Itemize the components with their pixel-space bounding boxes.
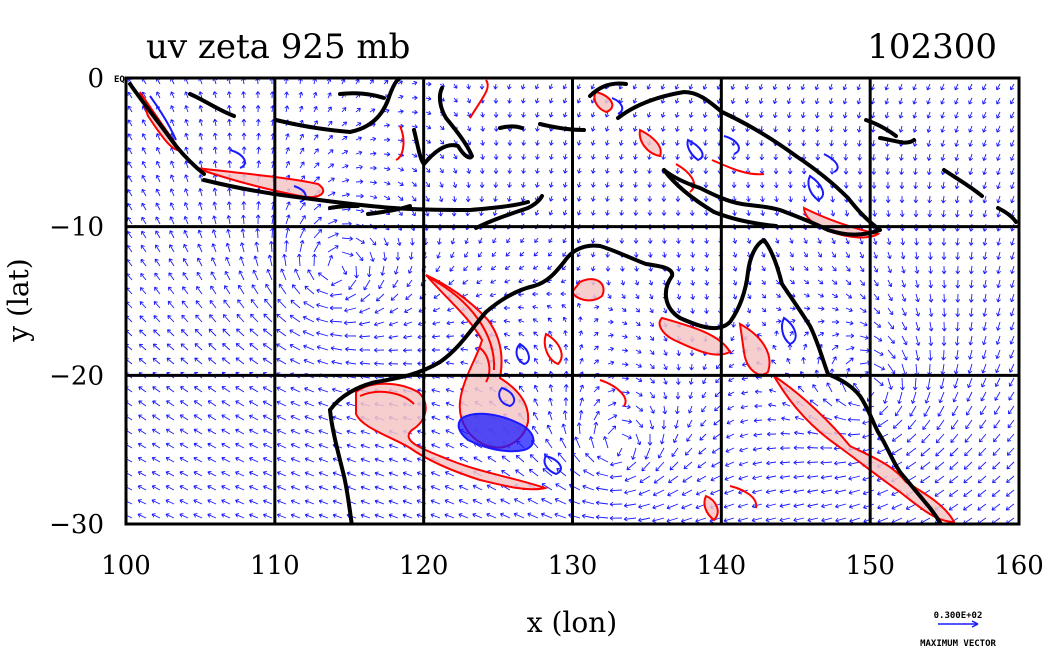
reference-vector-value: 0.300E+02 (934, 611, 983, 621)
reference-vector-caption: MAXIMUM VECTOR (920, 639, 996, 649)
x-tick-label: 160 (994, 551, 1044, 581)
coast-flores (366, 204, 412, 216)
coast-seram (538, 122, 586, 132)
x-tick-label: 130 (548, 551, 598, 581)
coast-java (202, 178, 530, 212)
x-tick-label: 140 (697, 551, 747, 581)
positive-contour-halmahera (593, 90, 614, 114)
coast-buru (498, 124, 524, 130)
coast-halmahera (588, 81, 628, 98)
lat-lon-grid (126, 78, 1019, 524)
x-tick-label: 100 (101, 551, 151, 581)
positive-contour-coral (738, 322, 771, 376)
coast-timor (474, 194, 544, 230)
y-tick-label: −30 (49, 510, 104, 540)
x-tick-label: 120 (399, 551, 449, 581)
coast-borneo-2 (188, 92, 236, 118)
coast-png-south (662, 168, 778, 228)
y-tick-labels: 0 −10 −20 −30 (49, 64, 104, 540)
coast-new-britain (878, 136, 916, 145)
plot-frame (124, 76, 1021, 526)
coast-sumatra (128, 82, 206, 176)
positive-vorticity-outlines (359, 79, 765, 509)
x-tick-labels: 100 110 120 130 140 150 160 (101, 551, 1044, 581)
coast-australia-west (328, 408, 354, 524)
reference-vector-arrowhead (971, 620, 979, 628)
y-axis-label: y (lat) (2, 258, 35, 342)
x-tick-label: 150 (845, 551, 895, 581)
chart-title: uv zeta 925 mb (146, 27, 410, 67)
coast-solomons-2 (996, 206, 1018, 224)
positive-contour-gulf (570, 278, 605, 302)
coast-borneo (274, 78, 402, 134)
negative-contour-low-core (457, 412, 535, 453)
positive-contour-timor-sea (355, 382, 549, 491)
coastlines (128, 78, 1018, 524)
positive-contour-arafura (658, 316, 732, 356)
coast-kalimantan-se (338, 91, 386, 100)
positive-contour-south (703, 494, 719, 522)
y-tick-label: −10 (49, 213, 104, 243)
equator-label: EQ (114, 75, 125, 85)
positive-contour-java (195, 167, 325, 198)
y-tick-label: −20 (49, 361, 104, 391)
coast-bali-islets (328, 204, 360, 210)
positive-contour-banda (638, 128, 662, 158)
coast-solomons (942, 168, 984, 198)
coast-australia (328, 238, 944, 524)
negative-vorticity-contours (149, 95, 839, 476)
y-tick-label: 0 (87, 64, 104, 94)
x-axis-label: x (lon) (527, 606, 617, 639)
chart-timestamp: 102300 (867, 27, 997, 67)
x-tick-label: 110 (250, 551, 300, 581)
